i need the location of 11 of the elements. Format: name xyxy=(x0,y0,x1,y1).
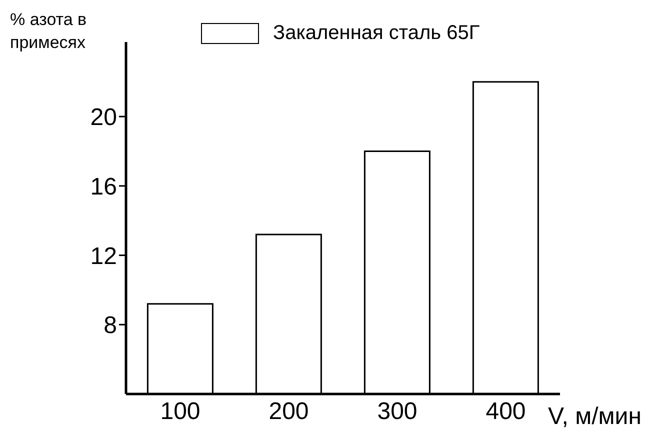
x-axis-title: V, м/мин xyxy=(548,403,642,430)
y-tick-label: 16 xyxy=(90,173,117,200)
x-tick-label: 100 xyxy=(160,398,200,426)
y-tick-label: 20 xyxy=(90,104,117,132)
y-tick-label: 12 xyxy=(90,242,117,270)
x-tick-label: 300 xyxy=(377,398,418,426)
y-tick-label: 8 xyxy=(104,312,117,340)
legend-label: Закаленная сталь 65Г xyxy=(273,22,480,45)
x-tick-label: 200 xyxy=(268,398,309,426)
x-tick-label: 400 xyxy=(486,398,526,426)
y-axis-title: % азота в примесях xyxy=(10,10,87,52)
